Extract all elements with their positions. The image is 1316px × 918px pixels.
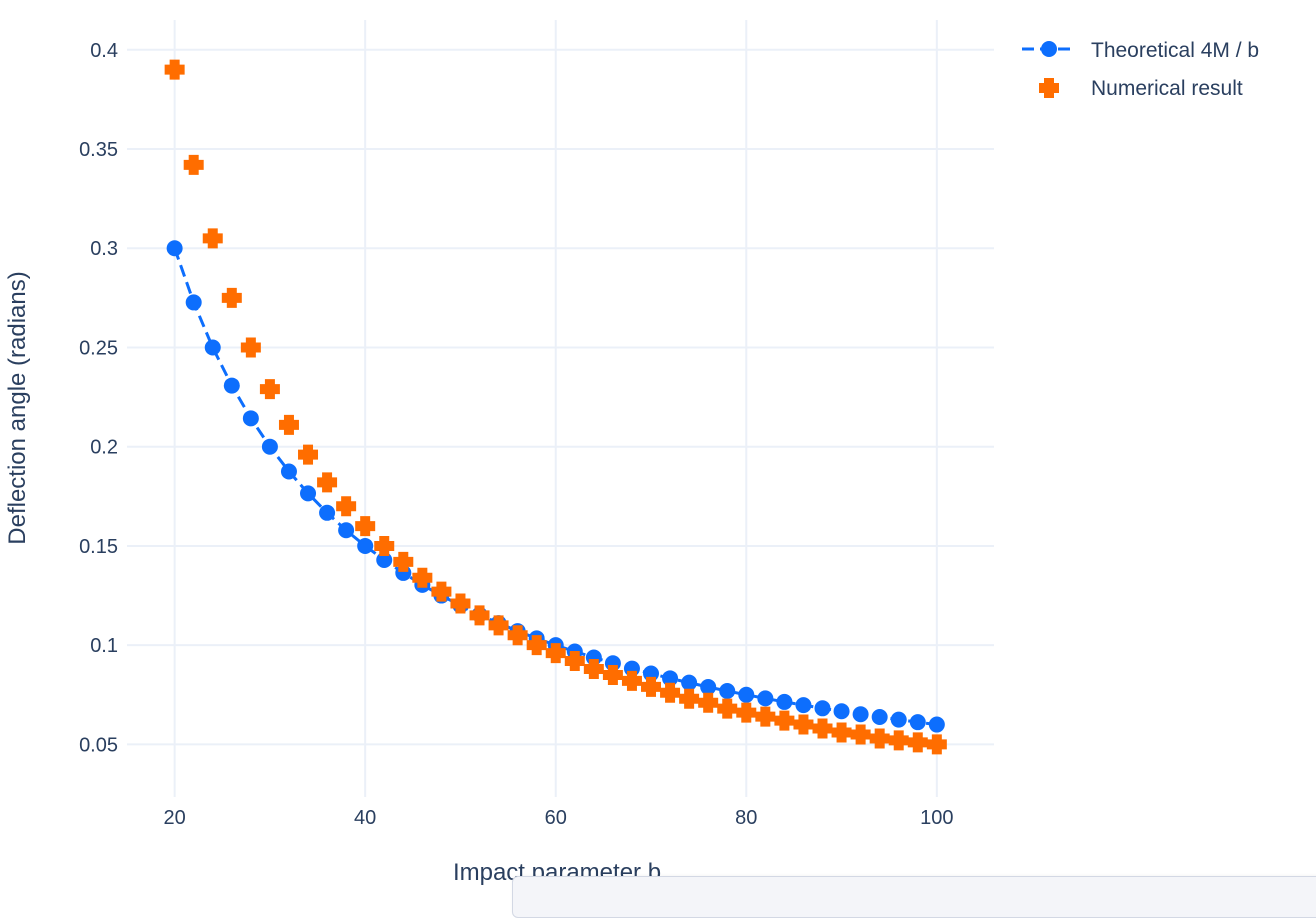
point-theoretical[interactable] [719, 683, 736, 700]
point-theoretical[interactable] [871, 709, 888, 726]
point-numerical[interactable] [621, 670, 642, 691]
point-numerical[interactable] [831, 722, 852, 743]
point-numerical[interactable] [736, 702, 757, 723]
point-theoretical[interactable] [280, 463, 297, 480]
point-theoretical[interactable] [757, 690, 774, 707]
point-numerical[interactable] [774, 710, 795, 731]
y-tick-label: 0.1 [90, 635, 118, 657]
point-theoretical[interactable] [166, 240, 183, 257]
legend-label-numerical: Numerical result [1091, 77, 1243, 100]
point-numerical[interactable] [698, 692, 719, 713]
point-theoretical[interactable] [909, 714, 926, 731]
y-tick-label: 0.4 [90, 40, 118, 62]
y-axis-title: Deflection angle (radians) [4, 271, 31, 544]
x-tick-label: 40 [354, 807, 376, 829]
point-theoretical[interactable] [795, 697, 812, 714]
legend-label-theoretical: Theoretical 4M / b [1091, 39, 1259, 62]
x-tick-label: 60 [545, 807, 567, 829]
point-numerical[interactable] [336, 496, 357, 517]
point-theoretical[interactable] [300, 485, 317, 502]
point-theoretical[interactable] [776, 693, 793, 710]
y-tick-label: 0.2 [90, 437, 118, 459]
y-tick-label: 0.15 [79, 536, 118, 558]
point-numerical[interactable] [202, 228, 223, 249]
point-theoretical[interactable] [833, 703, 850, 720]
point-numerical[interactable] [660, 682, 681, 703]
point-numerical[interactable] [869, 728, 890, 749]
point-numerical[interactable] [850, 724, 871, 745]
point-numerical[interactable] [240, 337, 261, 358]
point-numerical[interactable] [469, 605, 490, 626]
point-numerical[interactable] [298, 444, 319, 465]
gridlines [127, 20, 994, 797]
point-numerical[interactable] [164, 59, 185, 80]
y-tick-label: 0.05 [79, 734, 118, 756]
point-numerical[interactable] [926, 734, 947, 755]
point-theoretical[interactable] [681, 674, 698, 691]
point-numerical[interactable] [221, 287, 242, 308]
point-numerical[interactable] [488, 615, 509, 636]
point-numerical[interactable] [679, 688, 700, 709]
legend-item-theoretical[interactable]: Theoretical 4M / b [1022, 39, 1259, 62]
point-numerical[interactable] [888, 730, 909, 751]
y-axis-ticks: 0.05 0.1 0.15 0.2 0.25 0.3 0.35 0.4 [79, 40, 118, 757]
point-numerical[interactable] [564, 651, 585, 672]
point-numerical[interactable] [641, 676, 662, 697]
point-numerical[interactable] [393, 551, 414, 572]
point-numerical[interactable] [755, 706, 776, 727]
point-theoretical[interactable] [204, 339, 221, 356]
point-numerical[interactable] [412, 567, 433, 588]
point-theoretical[interactable] [185, 294, 202, 311]
x-axis-ticks: 20 40 60 80 100 [164, 807, 954, 829]
point-numerical[interactable] [507, 625, 528, 646]
point-numerical[interactable] [602, 664, 623, 685]
legend-marker-cross [1039, 78, 1059, 98]
point-numerical[interactable] [355, 516, 376, 537]
point-theoretical[interactable] [319, 504, 336, 521]
point-numerical[interactable] [793, 714, 814, 735]
point-theoretical[interactable] [357, 537, 374, 554]
point-numerical[interactable] [812, 718, 833, 739]
y-tick-label: 0.25 [79, 337, 118, 359]
point-theoretical[interactable] [852, 706, 869, 723]
point-theoretical[interactable] [738, 686, 755, 703]
legend[interactable]: Theoretical 4M / b Numerical result [1022, 39, 1259, 100]
point-numerical[interactable] [545, 643, 566, 664]
point-numerical[interactable] [450, 593, 471, 614]
point-numerical[interactable] [183, 154, 204, 175]
point-theoretical[interactable] [376, 552, 393, 569]
point-numerical[interactable] [431, 581, 452, 602]
x-tick-label: 100 [920, 807, 953, 829]
point-theoretical[interactable] [890, 711, 907, 728]
point-numerical[interactable] [259, 379, 280, 400]
legend-item-numerical[interactable]: Numerical result [1039, 77, 1243, 100]
bottom-panel [512, 876, 1316, 918]
y-tick-label: 0.3 [90, 238, 118, 260]
point-theoretical[interactable] [928, 716, 945, 733]
point-numerical[interactable] [526, 635, 547, 656]
legend-marker-circle [1041, 41, 1057, 57]
y-tick-label: 0.35 [79, 139, 118, 161]
point-numerical[interactable] [717, 698, 738, 719]
point-numerical[interactable] [278, 414, 299, 435]
point-numerical[interactable] [583, 658, 604, 679]
point-theoretical[interactable] [338, 522, 355, 539]
point-theoretical[interactable] [223, 377, 240, 394]
point-theoretical[interactable] [700, 679, 717, 696]
x-tick-label: 80 [735, 807, 757, 829]
x-tick-label: 20 [164, 807, 186, 829]
point-numerical[interactable] [374, 535, 395, 556]
point-theoretical[interactable] [814, 700, 831, 717]
point-theoretical[interactable] [662, 670, 679, 687]
plot-area[interactable] [164, 59, 947, 755]
point-numerical[interactable] [907, 732, 928, 753]
point-theoretical[interactable] [261, 438, 278, 455]
point-numerical[interactable] [317, 472, 338, 493]
point-theoretical[interactable] [242, 410, 259, 427]
